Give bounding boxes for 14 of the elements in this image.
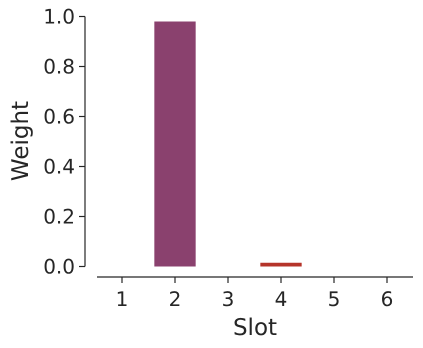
x-tick-label: 4 — [274, 287, 288, 311]
y-axis-title: Weight — [8, 100, 34, 182]
x-tick-label: 6 — [380, 287, 394, 311]
y-tick-label: 1.0 — [43, 4, 75, 28]
x-tick-label: 2 — [168, 287, 182, 311]
y-tick-label: 0.4 — [43, 154, 75, 178]
y-tick-label: 0.0 — [43, 254, 75, 278]
x-tick-label: 1 — [116, 287, 128, 311]
y-tick-label: 0.8 — [43, 54, 75, 78]
x-axis-title: Slot — [232, 315, 278, 341]
x-tick-label: 3 — [222, 287, 234, 311]
y-tick-label: 0.2 — [43, 204, 75, 228]
x-tick-label: 5 — [328, 287, 340, 311]
y-tick-label: 0.6 — [43, 104, 75, 128]
